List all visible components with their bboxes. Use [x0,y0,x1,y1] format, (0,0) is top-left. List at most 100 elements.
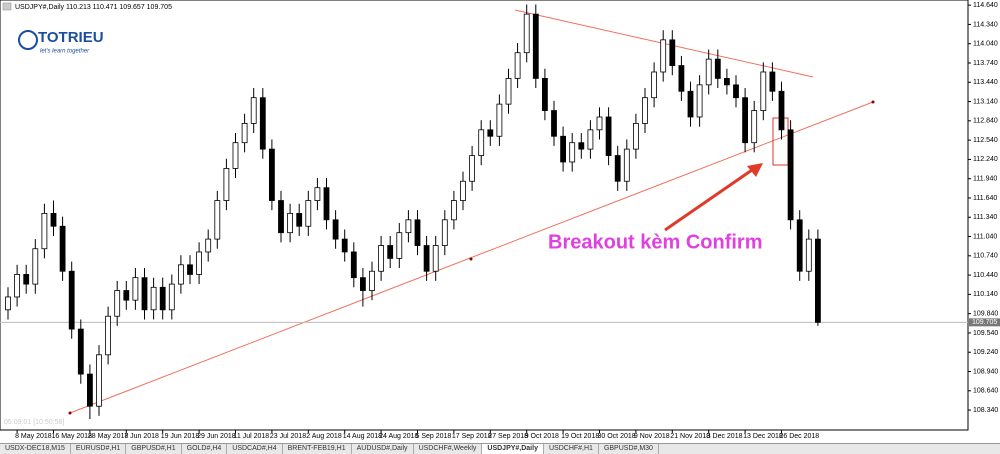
x-tick-label: 9 Oct 2018 [525,433,559,440]
candle-body [59,225,66,272]
chart-tab[interactable]: BRENT-FEB19,H1 [283,444,352,454]
plot-frame [0,0,969,431]
y-tick-label: 109.540 [973,330,998,337]
candle-body [14,274,21,298]
trendline-point [469,257,473,261]
candle-body [341,238,348,253]
chart-tab[interactable]: USDCHF#,H1 [544,444,599,454]
x-tick-label: 26 Dec 2018 [780,433,820,440]
candle-body [705,58,712,86]
candle-body [596,116,603,131]
y-tick-label: 110.440 [973,272,998,279]
x-tick-label: 24 Aug 2018 [379,433,418,440]
y-tick-label: 109.240 [973,349,998,356]
candle-body [724,78,730,86]
y-tick-label: 114.640 [973,2,998,9]
candle-body [32,248,39,285]
candle-body [460,180,466,201]
candle-body [614,155,621,182]
candle-body [532,13,539,79]
candle-body [432,245,439,272]
chart-tab[interactable]: AUDUSD#,Daily [352,444,414,454]
candle-body [5,296,11,311]
y-tick-label: 113.140 [973,98,998,105]
x-tick-label: 21 Nov 2018 [670,433,710,440]
chart-header: USDJPY#,Daily 110.213 110.471 109.657 10… [15,4,172,11]
x-tick-label: 19 Oct 2018 [561,433,599,440]
candle-body [232,142,239,169]
candle-body [669,39,676,66]
candle-body [542,78,548,111]
candle-body [314,187,321,201]
candle-body [751,110,758,144]
logo-name: TOTRIEU [38,29,104,46]
y-tick-label: 111.040 [973,233,997,240]
candle-body [296,212,303,227]
candle-body [569,142,576,163]
candle-body [660,39,667,73]
candle-body [268,148,275,201]
price-label: 109.705 [972,319,997,326]
candle-body [523,13,530,54]
candle-body [323,187,330,221]
x-tick-label: 16 May 2018 [52,433,93,440]
x-tick-label: 14 Aug 2018 [343,433,382,440]
candle-body [560,135,566,163]
y-tick-label: 114.040 [973,41,998,48]
arrow-head [747,163,763,177]
candle-body [259,97,266,150]
tab-bar: USDX-DEC18,M15 EURUSD#,H1 GBPUSD#,H1 GOLD#,… [0,443,1000,454]
arrow-shaft [664,168,753,232]
chart-tab[interactable]: USDCHF#,Weekly [414,444,483,454]
chart-tab[interactable]: GBPUSD#,H1 [126,444,182,454]
trendline-point [68,411,72,415]
chart-tab[interactable]: USDX-DEC18,M15 [0,444,71,454]
candle-body [205,238,212,253]
x-tick-label: 11 Jul 2018 [234,433,270,440]
candle-body [696,84,703,118]
chart-tab[interactable]: GBPUSD#,M30 [599,444,659,454]
support-trendline [69,101,874,414]
x-tick-label: 3 Dec 2018 [707,433,743,440]
x-tick-label: 30 Oct 2018 [598,433,636,440]
price-label-bg [969,318,1000,327]
candle-body [469,155,476,182]
candle-body [132,277,139,301]
candle-body [196,251,203,275]
chart-tab[interactable]: USDCAD#,H4 [227,444,283,454]
candle-body [578,142,585,150]
trendline-point [871,100,875,104]
candle-body [796,219,803,272]
candle-body [223,168,230,201]
y-tick-label: 109.840 [973,311,998,318]
chart-tab[interactable]: EURUSD#,H1 [71,444,127,454]
candle-body [77,328,84,375]
chart-tab[interactable]: USDJPY#,Daily [482,444,544,454]
x-tick-label: 13 Dec 2018 [743,433,783,440]
candle-body [332,219,339,240]
y-tick-label: 110.140 [973,291,998,298]
candle-body [378,245,385,272]
chart: USDJPY#,Daily 110.213 110.471 109.657 10… [0,0,1000,440]
candle-body [168,283,175,311]
y-tick-label: 113.740 [973,60,998,67]
annotation: Breakout kèm Confirm [548,231,763,253]
candle-body [350,251,357,279]
candle-body [96,354,102,407]
chart-tab[interactable]: GOLD#,H4 [182,444,228,454]
candle-body [405,219,412,234]
y-tick-label: 111.640 [973,195,997,202]
y-tick-label: 112.540 [973,137,998,144]
x-tick-label: 29 Jun 2018 [197,433,236,440]
candle-body [369,270,375,291]
candle-body [769,71,776,92]
x-tick-label: 2 Aug 2018 [306,433,342,440]
window-icon [2,2,12,11]
candle-body [87,373,93,407]
y-tick-label: 113.440 [973,79,998,86]
candle-body [605,116,612,156]
candle-body [760,71,767,111]
x-tick-label: 19 Jun 2018 [161,433,200,440]
candle-body [651,71,657,99]
x-tick-label: 23 Jul 2018 [270,433,306,440]
